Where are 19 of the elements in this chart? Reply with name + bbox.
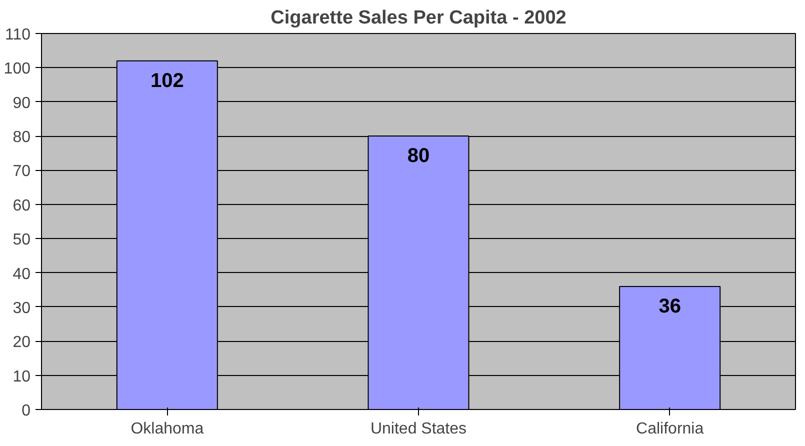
data-label: 80 <box>407 145 430 168</box>
x-tick-label: United States <box>370 420 467 438</box>
y-tick-label: 10 <box>12 368 31 386</box>
y-tick-label: 40 <box>12 266 31 283</box>
x-tick-label: Oklahoma <box>130 420 204 438</box>
y-tick-label: 50 <box>12 232 31 249</box>
y-tick-label: 100 <box>4 60 31 78</box>
data-label: 102 <box>150 70 184 92</box>
y-tick-label: 70 <box>12 163 31 180</box>
y-tick-label: 20 <box>12 334 31 352</box>
chart-title: Cigarette Sales Per Capita - 2002 <box>270 8 566 28</box>
x-tick-label: California <box>636 420 704 438</box>
y-tick-label: 110 <box>4 26 31 44</box>
data-label: 36 <box>658 295 681 318</box>
y-tick-label: 0 <box>22 402 31 420</box>
y-tick-label: 80 <box>12 129 31 146</box>
y-tick-label: 30 <box>12 300 31 317</box>
y-tick-label: 90 <box>12 94 31 112</box>
y-tick-label: 60 <box>12 197 31 214</box>
